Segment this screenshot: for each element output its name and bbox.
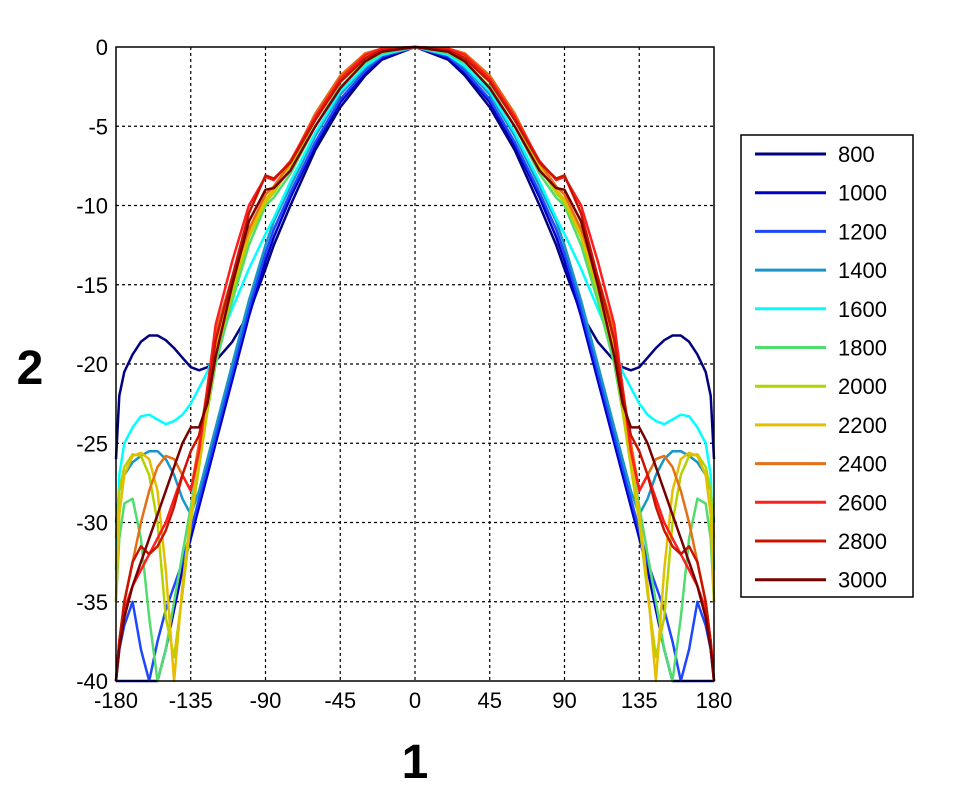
x-tick-label: 180 — [696, 688, 733, 713]
legend-label-1000: 1000 — [838, 181, 887, 206]
tick-labels: -180 -135 -90 -45 0 45 90 135 180 0 -5 -10 -15 -20 -25… — [76, 35, 732, 713]
legend-label-2800: 2800 — [838, 529, 887, 554]
legend-label-1800: 1800 — [838, 336, 887, 361]
legend-entries: 800 1000 1200 1400 1600 1800 2000 2200 2400 2600 2… — [755, 142, 887, 593]
legend-box — [740, 134, 914, 598]
legend-label-3000: 3000 — [838, 568, 887, 593]
legend-label-1600: 1600 — [838, 297, 887, 322]
legend: 800 1000 1200 1400 1600 1800 2000 2200 2400 2600 2… — [740, 134, 914, 598]
y-tick-label: 0 — [96, 35, 108, 60]
legend-label-800: 800 — [838, 142, 875, 167]
legend-label-2200: 2200 — [838, 413, 887, 438]
x-tick-label: -180 — [94, 688, 138, 713]
legend-label-2000: 2000 — [838, 374, 887, 399]
y-tick-label: -35 — [76, 590, 108, 615]
legend-label-2400: 2400 — [838, 452, 887, 477]
x-tick-label: 0 — [409, 688, 421, 713]
y-tick-label: -25 — [76, 431, 108, 456]
x-tick-label: -90 — [250, 688, 282, 713]
legend-label-1400: 1400 — [838, 258, 887, 283]
y-tick-label: -5 — [88, 114, 108, 139]
legend-label-2600: 2600 — [838, 490, 887, 515]
x-tick-label: -45 — [324, 688, 356, 713]
x-tick-label: 135 — [621, 688, 658, 713]
y-tick-label: -10 — [76, 194, 108, 219]
legend-label-1200: 1200 — [838, 219, 887, 244]
x-tick-label: 45 — [478, 688, 502, 713]
x-axis-label: 1 — [402, 736, 429, 789]
y-tick-label: -15 — [76, 273, 108, 298]
x-tick-label: -135 — [169, 688, 213, 713]
y-tick-label: -20 — [76, 352, 108, 377]
x-tick-label: 90 — [552, 688, 576, 713]
y-tick-label: -30 — [76, 511, 108, 536]
plot-frame — [115, 46, 715, 682]
y-axis-label: 2 — [17, 342, 44, 395]
y-tick-label: -40 — [76, 669, 108, 694]
